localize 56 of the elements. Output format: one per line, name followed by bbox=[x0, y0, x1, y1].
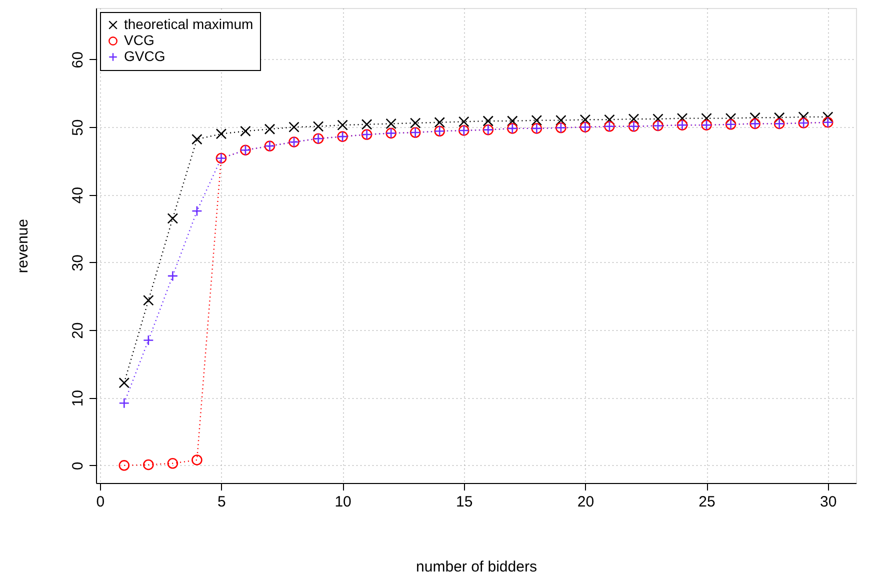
point bbox=[216, 128, 227, 140]
point bbox=[312, 121, 324, 132]
point bbox=[628, 114, 640, 124]
point bbox=[240, 126, 251, 137]
x-tick-label: 0 bbox=[96, 494, 105, 510]
y-tick-label: 60 bbox=[70, 52, 86, 68]
point bbox=[167, 213, 178, 224]
point bbox=[118, 460, 130, 471]
y-tick-label: 30 bbox=[70, 254, 86, 272]
point bbox=[531, 114, 542, 126]
legend-label: VCG bbox=[124, 32, 154, 48]
legend-label: GVCG bbox=[124, 48, 166, 64]
point bbox=[580, 114, 591, 126]
x-tick-label: 15 bbox=[456, 494, 473, 510]
point bbox=[386, 118, 396, 130]
point bbox=[192, 206, 202, 216]
x-tick-label: 5 bbox=[218, 494, 226, 510]
point bbox=[361, 118, 372, 130]
point bbox=[143, 294, 154, 306]
point bbox=[118, 377, 130, 388]
y-tick-label: 0 bbox=[70, 462, 86, 470]
point bbox=[798, 112, 809, 122]
point bbox=[192, 454, 202, 466]
point bbox=[143, 459, 154, 470]
point bbox=[750, 112, 760, 124]
point bbox=[118, 398, 130, 409]
point bbox=[482, 116, 494, 126]
point bbox=[167, 458, 178, 469]
point bbox=[774, 112, 785, 124]
point bbox=[701, 112, 712, 124]
point bbox=[288, 122, 300, 132]
point bbox=[337, 120, 348, 130]
point bbox=[676, 112, 688, 124]
legend-label: theoretical maximum bbox=[124, 16, 254, 32]
x-tick-label: 20 bbox=[577, 494, 594, 510]
point bbox=[434, 116, 445, 128]
x-tick-label: 25 bbox=[698, 494, 716, 510]
y-tick-label: 10 bbox=[70, 390, 86, 407]
y-tick-label: 40 bbox=[70, 186, 86, 204]
x-tick-label: 30 bbox=[820, 494, 837, 510]
point bbox=[143, 334, 154, 346]
point bbox=[604, 114, 615, 126]
point bbox=[725, 112, 736, 124]
y-tick-label: 50 bbox=[70, 119, 86, 136]
point bbox=[556, 114, 566, 126]
y-tick-label: 20 bbox=[70, 322, 86, 339]
point bbox=[192, 134, 202, 145]
point bbox=[507, 116, 518, 126]
x-tick-label: 10 bbox=[334, 494, 352, 510]
point bbox=[410, 118, 421, 128]
point bbox=[264, 124, 276, 135]
point bbox=[167, 270, 178, 282]
x-axis-title: number of bidders bbox=[416, 558, 537, 576]
point bbox=[458, 116, 470, 128]
point bbox=[822, 112, 834, 122]
y-axis-title: revenue bbox=[14, 218, 32, 274]
